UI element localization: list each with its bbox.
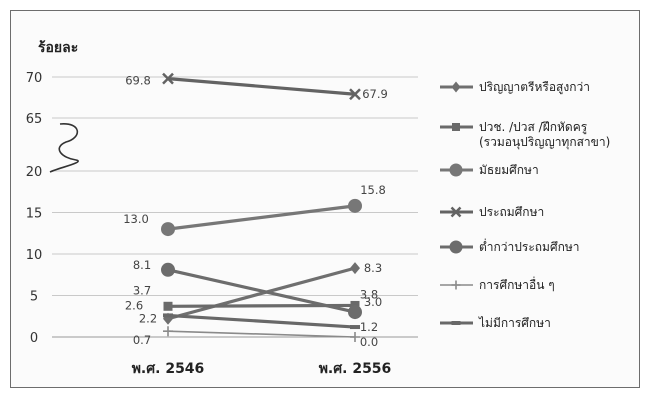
data-point (452, 123, 460, 131)
legend-item-s7: ไม่มีการศึกษา (440, 316, 551, 330)
data-point (451, 321, 461, 325)
data-label: 3.8 (360, 287, 378, 301)
x-tick-labels: พ.ศ. 2546 พ.ศ. 2556 (132, 361, 392, 377)
y-tick-label: 20 (26, 165, 43, 180)
data-point (449, 163, 463, 177)
data-label: 8.3 (364, 261, 382, 275)
data-point (350, 262, 360, 275)
data-label: 8.1 (133, 258, 151, 272)
series-s7 (163, 313, 360, 330)
legend-label: ปวช. /ปวส /ฝึกหัดครู (479, 120, 588, 135)
data-label: 2.2 (139, 312, 157, 326)
y-tick-labels: 0 5 10 15 20 65 70 (26, 71, 43, 346)
legend-label: ไม่มีการศึกษา (478, 316, 551, 330)
legend-label: (รวมอนุปริญญาทุกสาขา) (479, 135, 610, 150)
data-point (161, 222, 175, 237)
data-label: 1.2 (360, 320, 378, 334)
data-label: 13.0 (123, 212, 149, 226)
series-line (167, 330, 356, 338)
data-label: 69.8 (125, 74, 151, 88)
data-point (348, 198, 362, 213)
series-s3 (161, 198, 362, 237)
data-point (163, 313, 173, 318)
legend-label: ปริญญาตรีหรือสูงกว่า (479, 80, 590, 95)
legend-label: ต่ำกว่าประถมศึกษา (479, 238, 580, 254)
data-point (162, 72, 174, 85)
data-label: 3.7 (133, 283, 151, 297)
legend-label: มัธยมศึกษา (479, 163, 539, 177)
data-label: 67.9 (362, 87, 388, 101)
legend-item-s5: ต่ำกว่าประถมศึกษา (440, 238, 580, 254)
legend-item-s4: ประถมศึกษา (440, 205, 544, 219)
data-point (163, 326, 173, 337)
data-label: 15.8 (360, 183, 386, 197)
legend-label: ประถมศึกษา (479, 205, 544, 219)
axis-break-mark (49, 123, 79, 173)
y-tick-label: 15 (26, 207, 43, 222)
data-point (349, 88, 361, 101)
series-line (167, 266, 356, 321)
series-lines (161, 72, 362, 342)
series-line (167, 77, 356, 96)
y-tick-label: 0 (30, 331, 38, 346)
y-axis-unit-label: ร้อยละ (38, 40, 78, 56)
data-point (350, 325, 360, 330)
series-s6 (163, 326, 360, 342)
legend-item-s1: ปริญญาตรีหรือสูงกว่า (440, 80, 590, 95)
legend-item-s3: มัธยมศึกษา (440, 163, 539, 177)
series-line (167, 268, 356, 314)
data-point (350, 332, 360, 342)
legend-label: การศึกษาอื่น ๆ (479, 276, 555, 292)
data-point (449, 240, 463, 254)
y-tick-label: 10 (26, 248, 43, 263)
data-labels: 2.2 8.3 3.7 3.8 13.0 15.8 69.8 67.9 8.1 3.0 0.7 0.0… (123, 74, 388, 349)
series-line (167, 313, 356, 329)
data-label: 2.6 (125, 298, 143, 312)
series-s4 (162, 72, 361, 101)
data-label: 3.0 (364, 295, 382, 309)
data-point (163, 301, 173, 311)
data-point (161, 262, 175, 277)
y-tick-label: 70 (26, 71, 43, 86)
data-label: 0.7 (133, 333, 151, 347)
legend-item-s2: ปวช. /ปวส /ฝึกหัดครู(รวมอนุปริญญาทุกสาขา… (440, 120, 610, 150)
data-point (348, 305, 362, 320)
axis-break-squiggle (49, 123, 79, 173)
y-tick-label: 65 (26, 112, 43, 127)
legend-item-s6: การศึกษาอื่น ๆ (440, 276, 555, 292)
data-point (451, 81, 461, 93)
series-s5 (161, 262, 362, 320)
data-point (451, 280, 461, 290)
series-line (167, 204, 356, 231)
data-point (450, 206, 462, 218)
x-tick-label: พ.ศ. 2556 (319, 361, 392, 377)
y-tick-label: 5 (30, 290, 38, 305)
x-tick-label: พ.ศ. 2546 (132, 361, 205, 377)
data-label: 0.0 (360, 335, 378, 349)
